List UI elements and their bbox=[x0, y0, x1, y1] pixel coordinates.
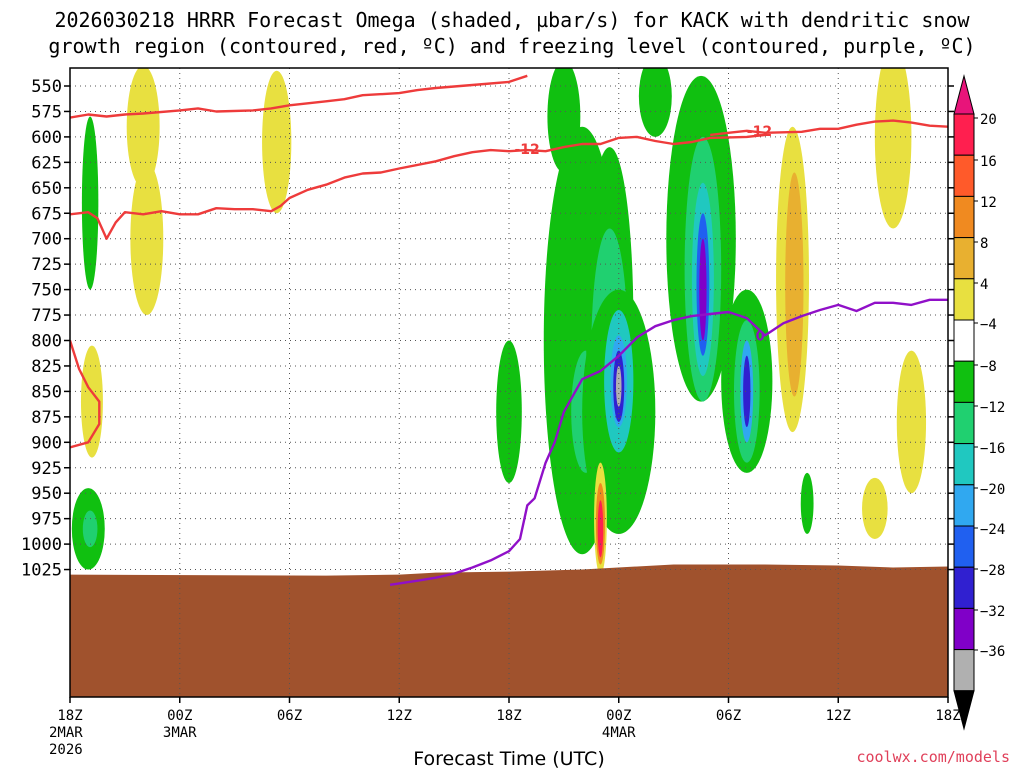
colorbar-swatch-2 bbox=[953, 195, 975, 239]
freezing-label: 0 bbox=[756, 329, 765, 344]
omega-region-7 bbox=[496, 340, 522, 484]
omega-region-6 bbox=[262, 70, 292, 214]
colorbar-swatch-6 bbox=[953, 360, 975, 403]
colorbar-label-10: −24 bbox=[980, 522, 1005, 538]
y-tick-label-950: 950 bbox=[31, 484, 62, 504]
colorbar-label-0: 20 bbox=[980, 112, 997, 128]
colorbar-label-13: −36 bbox=[980, 644, 1005, 660]
y-tick-label-550: 550 bbox=[31, 77, 62, 97]
omega-region-21 bbox=[638, 68, 672, 137]
dgz-contour-lower bbox=[70, 133, 766, 240]
y-tick-label-700: 700 bbox=[31, 230, 62, 250]
omega-region-36 bbox=[800, 472, 814, 534]
chart-title-line-1: 2026030218 HRRR Forecast Omega (shaded, … bbox=[54, 8, 970, 32]
y-tick-label-750: 750 bbox=[31, 281, 62, 301]
chart-title-line-2: growth region (contoured, red, ºC) and f… bbox=[48, 34, 975, 58]
colorbar-label-2: 12 bbox=[980, 195, 997, 211]
omega-region-3 bbox=[80, 345, 103, 458]
dgz-contour-low-level bbox=[70, 340, 101, 449]
x-tick-sublabel-0-1: 2026 bbox=[49, 742, 83, 758]
y-tick-label-675: 675 bbox=[31, 204, 62, 224]
colorbar-cap-top bbox=[953, 74, 975, 115]
freezing-level-contour bbox=[389, 298, 948, 586]
colorbar-label-11: −28 bbox=[980, 563, 1005, 579]
colorbar-label-9: −20 bbox=[980, 482, 1005, 498]
colorbar-label-8: −16 bbox=[980, 441, 1005, 457]
omega-region-30 bbox=[743, 355, 751, 428]
x-axis-label: Forecast Time (UTC) bbox=[413, 748, 604, 768]
omega-region-4 bbox=[126, 68, 160, 188]
y-tick-label-725: 725 bbox=[31, 255, 62, 275]
x-tick-label-42: 12Z bbox=[826, 708, 851, 724]
y-tick-label-925: 925 bbox=[31, 459, 62, 479]
colorbar-label-12: −32 bbox=[980, 604, 1005, 620]
x-tick-label-18: 12Z bbox=[387, 708, 412, 724]
omega-region-32 bbox=[785, 172, 804, 397]
colorbar-swatch-3 bbox=[953, 237, 975, 280]
colorbar-label-6: −8 bbox=[980, 359, 997, 375]
colorbar-swatch-4 bbox=[953, 278, 975, 321]
axes: 550 575 600 625 650 675 700 725 750 775 800 825 850 8… bbox=[21, 67, 961, 758]
y-tick-label-600: 600 bbox=[31, 128, 62, 148]
y-tick-label-775: 775 bbox=[31, 306, 62, 326]
x-tick-label-12: 06Z bbox=[277, 708, 302, 724]
omega-region-34 bbox=[896, 350, 927, 494]
x-tick-label-48: 18Z bbox=[935, 708, 960, 724]
y-tick-label-1025: 1025 bbox=[21, 561, 62, 581]
omega-region-2 bbox=[82, 510, 98, 548]
x-tick-label-0: 18Z bbox=[57, 708, 82, 724]
colorbar-swatch-0 bbox=[953, 113, 975, 156]
omega-region-17 bbox=[616, 365, 622, 407]
omega-region-35 bbox=[862, 477, 888, 540]
x-tick-label-30: 00Z bbox=[606, 708, 631, 724]
omega-region-20 bbox=[597, 500, 604, 558]
colorbar-label-3: 8 bbox=[980, 236, 988, 252]
y-tick-label-650: 650 bbox=[31, 179, 62, 199]
colorbar-label-7: −12 bbox=[980, 400, 1005, 416]
omega-region-33 bbox=[874, 68, 912, 229]
dgz-contour-upper bbox=[70, 74, 528, 119]
x-tick-sublabel-6-0: 3MAR bbox=[163, 725, 197, 741]
colorbar-label-1: 16 bbox=[980, 154, 997, 170]
colorbar-swatch-7 bbox=[953, 401, 975, 445]
contour-lines: -12 -12 0 bbox=[70, 74, 948, 586]
colorbar-swatch-11 bbox=[953, 566, 975, 609]
colorbar-swatch-1 bbox=[953, 154, 975, 197]
y-tick-label-1000: 1000 bbox=[21, 535, 62, 555]
y-tick-label-800: 800 bbox=[31, 332, 62, 352]
dgz-contour-upper-right bbox=[710, 119, 948, 137]
y-tick-label-850: 850 bbox=[31, 382, 62, 402]
colorbar-cap-bottom bbox=[953, 690, 975, 731]
omega-region-0 bbox=[81, 116, 99, 290]
colorbar-swatch-9 bbox=[953, 484, 975, 527]
x-tick-sublabel-0-0: 2MAR bbox=[49, 725, 83, 741]
credit-text: coolwx.com/models bbox=[856, 748, 1010, 766]
x-tick-label-36: 06Z bbox=[716, 708, 741, 724]
y-tick-label-875: 875 bbox=[31, 408, 62, 428]
y-tick-label-825: 825 bbox=[31, 357, 62, 377]
y-tick-label-625: 625 bbox=[31, 153, 62, 173]
x-tick-label-24: 18Z bbox=[496, 708, 521, 724]
x-tick-label-6: 00Z bbox=[167, 708, 192, 724]
colorbar-swatch-5 bbox=[953, 319, 975, 362]
colorbar-swatch-10 bbox=[953, 525, 975, 568]
omega-region-5 bbox=[130, 162, 164, 316]
contour-label-0: -12 bbox=[514, 142, 539, 158]
contour-label-1: -12 bbox=[747, 124, 772, 140]
colorbar: 20 16 12 8 4 −4 −8 −12 −16 −20 −24 −28 −32 −36 bbox=[953, 74, 1005, 731]
y-tick-label-975: 975 bbox=[31, 510, 62, 530]
colorbar-swatch-12 bbox=[953, 607, 975, 651]
colorbar-swatch-8 bbox=[953, 443, 975, 486]
colorbar-label-5: −4 bbox=[980, 317, 997, 333]
y-tick-label-575: 575 bbox=[31, 102, 62, 122]
y-tick-label-900: 900 bbox=[31, 433, 62, 453]
colorbar-label-4: 4 bbox=[980, 277, 988, 293]
colorbar-swatch-13 bbox=[953, 649, 975, 692]
x-tick-sublabel-30-0: 4MAR bbox=[602, 725, 636, 741]
